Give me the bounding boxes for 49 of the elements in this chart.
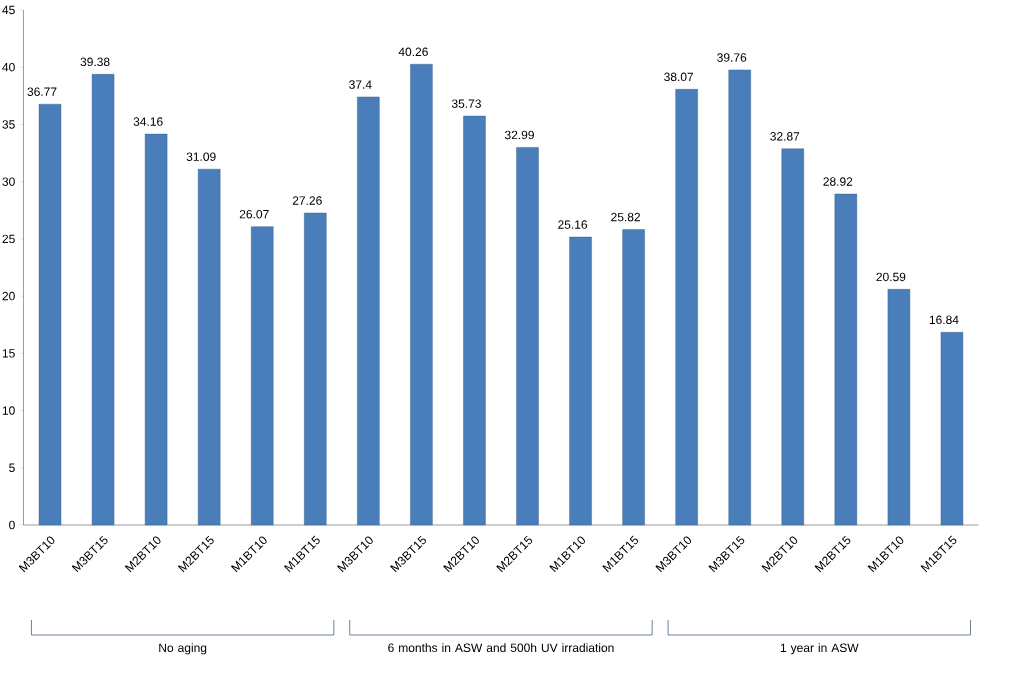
- y-tick-label: 10: [2, 406, 15, 415]
- text: 1 year in ASW: [780, 643, 859, 655]
- bar: [781, 148, 804, 526]
- bar: [38, 103, 62, 526]
- y-tick-label: 0: [9, 520, 15, 530]
- bar: [197, 168, 221, 526]
- y-tick-label: 35: [2, 120, 15, 129]
- bar: [144, 133, 168, 526]
- y-tick-label: 20: [2, 291, 15, 301]
- bar: [410, 64, 433, 526]
- bar: [675, 89, 698, 526]
- y-tick-label: 15: [2, 349, 15, 358]
- bar: [357, 96, 380, 526]
- data-label: 32.99: [504, 130, 534, 140]
- y-tick-label: 45: [2, 5, 15, 15]
- y-tick-label: 5: [9, 463, 15, 472]
- data-label: 40.26: [398, 47, 428, 57]
- y-tick-label: 25: [2, 234, 15, 244]
- bar: [728, 69, 751, 526]
- data-label: 28.92: [823, 177, 853, 186]
- data-label: 35.73: [451, 99, 481, 108]
- data-label: 27.26: [292, 196, 322, 205]
- bar: [887, 289, 911, 526]
- data-label: 34.16: [133, 117, 163, 126]
- bar: [834, 193, 858, 526]
- data-label: 26.07: [239, 209, 269, 219]
- text: 6 months in ASW and 500h UV irradiation: [388, 643, 614, 652]
- data-label: 38.07: [664, 72, 694, 82]
- data-label: 31.09: [186, 152, 216, 161]
- data-label: 20.59: [876, 272, 906, 282]
- bar: [304, 212, 327, 526]
- bar: [569, 236, 592, 526]
- data-label: 25.16: [558, 220, 588, 229]
- bar: [516, 147, 539, 526]
- data-label: 39.76: [717, 53, 747, 62]
- data-label: 37.4: [349, 80, 372, 89]
- bar: [91, 74, 115, 526]
- data-label: 32.87: [770, 132, 800, 141]
- y-tick-label: 40: [2, 62, 15, 72]
- bar: [251, 226, 274, 526]
- data-label: 36.77: [27, 87, 57, 96]
- bar: [622, 229, 645, 526]
- text: No aging: [159, 643, 207, 655]
- data-label: 39.38: [80, 57, 110, 67]
- data-label: 16.84: [929, 315, 959, 325]
- data-label: 25.82: [611, 212, 641, 222]
- bar: [940, 332, 964, 526]
- y-tick-label: 30: [2, 177, 15, 186]
- bar: [463, 115, 486, 526]
